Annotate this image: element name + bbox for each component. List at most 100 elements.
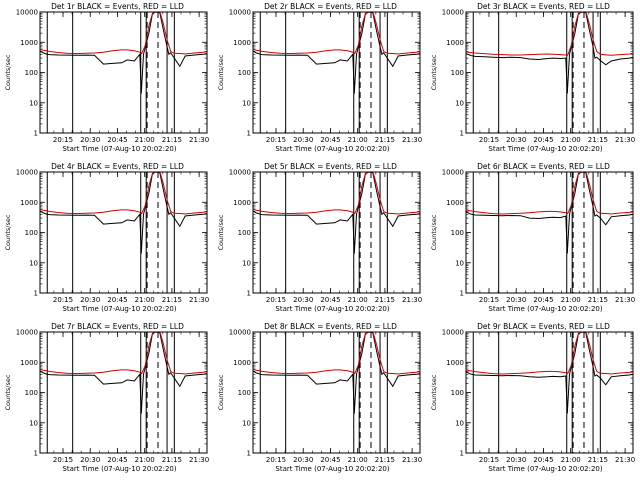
y-tick-label: 1 <box>34 450 38 458</box>
x-tick-label: 21:30 <box>189 136 209 144</box>
y-tick-label: 1000 <box>233 359 251 367</box>
y-tick-label: 10 <box>29 419 38 427</box>
y-axis-label: Counts/sec <box>430 54 438 90</box>
y-tick-label: 1000 <box>446 39 464 47</box>
series-lld-line <box>40 332 207 375</box>
series-events-line <box>466 172 633 254</box>
y-tick-label: 1000 <box>20 359 38 367</box>
x-tick-label: 20:45 <box>533 136 553 144</box>
y-axis-label: Counts/sec <box>217 54 225 90</box>
series-events-line <box>253 172 420 254</box>
x-tick-label: 21:00 <box>561 136 581 144</box>
x-tick-label: 20:15 <box>266 136 286 144</box>
y-tick-label: 1000 <box>233 39 251 47</box>
x-tick-label: 20:45 <box>533 456 553 464</box>
series-lld-line <box>40 172 207 215</box>
y-tick-label: 1 <box>460 450 464 458</box>
x-tick-label: 21:15 <box>375 456 395 464</box>
x-tick-label: 20:15 <box>53 456 73 464</box>
x-tick-label: 21:00 <box>135 136 155 144</box>
x-tick-label: 20:30 <box>293 456 313 464</box>
x-tick-label: 20:45 <box>107 456 127 464</box>
x-tick-label: 21:15 <box>162 456 182 464</box>
chart-panel-3: Det 3r BLACK = Events, RED = LLD 1 10 100 10… <box>430 2 635 153</box>
y-tick-label: 100 <box>451 389 464 397</box>
plot-frame <box>39 171 208 294</box>
y-tick-label: 10000 <box>16 169 38 177</box>
y-tick-label: 10000 <box>442 169 464 177</box>
y-tick-label: 10 <box>242 99 251 107</box>
x-tick-label: 20:30 <box>506 456 526 464</box>
x-axis-label: Start Time (07-Aug-10 20:02:20) <box>488 145 602 153</box>
y-tick-label: 10 <box>455 419 464 427</box>
x-axis-label: Start Time (07-Aug-10 20:02:20) <box>62 465 176 473</box>
series-events-line <box>466 332 633 414</box>
plot-frame <box>39 11 208 134</box>
y-tick-label: 1 <box>460 130 464 138</box>
y-tick-label: 1 <box>460 290 464 298</box>
x-tick-label: 21:30 <box>615 296 635 304</box>
x-tick-label: 21:30 <box>189 456 209 464</box>
series-events-line <box>40 12 207 94</box>
x-tick-label: 21:15 <box>375 296 395 304</box>
chart-panel-1: Det 1r BLACK = Events, RED = LLD 1 10 100 10… <box>4 2 209 153</box>
y-tick-label: 10000 <box>229 329 251 337</box>
chart-title: Det 3r BLACK = Events, RED = LLD <box>477 2 610 11</box>
x-tick-label: 21:15 <box>588 136 608 144</box>
series-lld-line <box>253 12 420 55</box>
chart-title: Det 5r BLACK = Events, RED = LLD <box>264 162 397 171</box>
x-tick-label: 20:15 <box>53 296 73 304</box>
x-tick-label: 20:30 <box>80 136 100 144</box>
x-tick-label: 21:00 <box>348 296 368 304</box>
chart-panel-8: Det 8r BLACK = Events, RED = LLD 1 10 100 10… <box>217 322 422 473</box>
series-events-line <box>253 332 420 414</box>
x-tick-label: 21:15 <box>588 456 608 464</box>
y-axis-label: Counts/sec <box>4 214 12 250</box>
x-tick-label: 21:00 <box>561 296 581 304</box>
plot-frame <box>252 331 421 454</box>
y-tick-label: 1000 <box>20 39 38 47</box>
x-tick-label: 21:00 <box>135 296 155 304</box>
x-tick-label: 21:30 <box>402 456 422 464</box>
x-axis-label: Start Time (07-Aug-10 20:02:20) <box>62 305 176 313</box>
x-tick-label: 20:45 <box>320 456 340 464</box>
y-tick-label: 10 <box>29 99 38 107</box>
y-tick-label: 10000 <box>229 169 251 177</box>
series-events-line <box>466 12 633 94</box>
y-tick-label: 100 <box>25 389 38 397</box>
y-tick-label: 10000 <box>442 329 464 337</box>
chart-title: Det 6r BLACK = Events, RED = LLD <box>477 162 610 171</box>
chart-title: Det 4r BLACK = Events, RED = LLD <box>51 162 184 171</box>
y-axis-label: Counts/sec <box>217 374 225 410</box>
x-tick-label: 21:15 <box>162 136 182 144</box>
y-tick-label: 100 <box>25 69 38 77</box>
y-tick-label: 10000 <box>16 329 38 337</box>
plot-frame <box>39 331 208 454</box>
y-axis-label: Counts/sec <box>4 54 12 90</box>
x-tick-label: 21:15 <box>162 296 182 304</box>
x-tick-label: 20:15 <box>479 136 499 144</box>
x-axis-label: Start Time (07-Aug-10 20:02:20) <box>275 305 389 313</box>
x-tick-label: 20:30 <box>506 136 526 144</box>
x-axis-label: Start Time (07-Aug-10 20:02:20) <box>488 465 602 473</box>
x-tick-label: 20:15 <box>53 136 73 144</box>
x-tick-label: 20:45 <box>320 296 340 304</box>
series-events-line <box>253 12 420 94</box>
x-tick-label: 21:15 <box>588 296 608 304</box>
y-tick-label: 100 <box>451 69 464 77</box>
y-tick-label: 1 <box>247 450 251 458</box>
series-lld-line <box>466 172 633 215</box>
chart-panel-4: Det 4r BLACK = Events, RED = LLD 1 10 100 10… <box>4 162 209 313</box>
chart-panel-5: Det 5r BLACK = Events, RED = LLD 1 10 100 10… <box>217 162 422 313</box>
series-lld-line <box>253 172 420 215</box>
y-tick-label: 1000 <box>446 359 464 367</box>
y-tick-label: 1 <box>34 130 38 138</box>
x-tick-label: 20:45 <box>533 296 553 304</box>
plot-frame <box>465 331 634 454</box>
series-events-line <box>40 332 207 414</box>
y-tick-label: 10 <box>242 419 251 427</box>
x-tick-label: 21:00 <box>561 456 581 464</box>
x-tick-label: 20:15 <box>479 456 499 464</box>
x-axis-label: Start Time (07-Aug-10 20:02:20) <box>488 305 602 313</box>
